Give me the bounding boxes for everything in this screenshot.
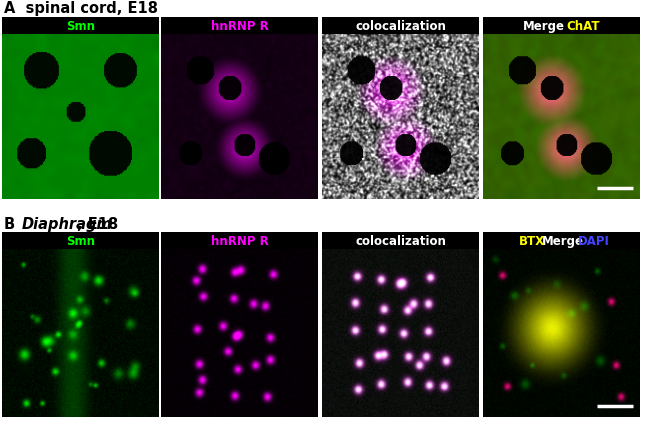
Text: BTX: BTX [518, 234, 544, 247]
Text: Merge: Merge [522, 20, 564, 33]
Text: ChAT: ChAT [567, 20, 600, 33]
Text: Diaphragm: Diaphragm [22, 216, 113, 231]
Text: Smn: Smn [66, 234, 95, 247]
Text: DAPI: DAPI [577, 234, 609, 247]
Text: colocalization: colocalization [355, 234, 446, 247]
Text: , E18: , E18 [77, 216, 118, 231]
Text: Smn: Smn [66, 20, 95, 33]
Text: colocalization: colocalization [355, 20, 446, 33]
Text: hnRNP R: hnRNP R [211, 234, 268, 247]
Text: Merge: Merge [542, 234, 583, 247]
Text: A  spinal cord, E18: A spinal cord, E18 [4, 1, 158, 16]
Text: B: B [4, 216, 25, 231]
Text: hnRNP R: hnRNP R [211, 20, 268, 33]
